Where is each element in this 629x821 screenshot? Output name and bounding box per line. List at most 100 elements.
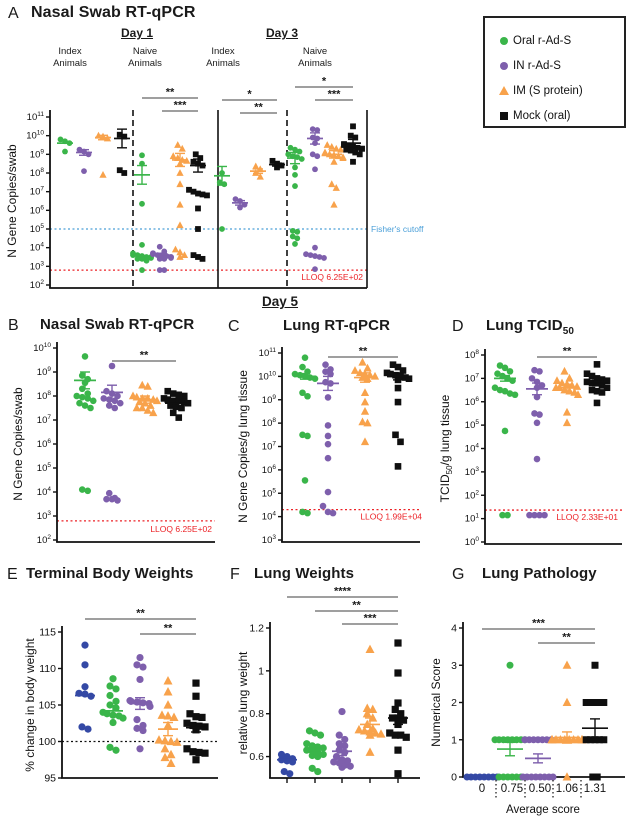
y-tick-label: 101 — [465, 513, 480, 525]
sig-stars: *** — [174, 100, 188, 112]
y-tick-label: 107 — [30, 186, 45, 198]
data-point — [78, 372, 86, 379]
data-point — [350, 158, 356, 165]
y-tick-label: 1010 — [33, 342, 51, 354]
data-point — [256, 172, 264, 180]
data-point — [139, 267, 145, 273]
data-point — [204, 192, 210, 199]
y-tick-label: 109 — [262, 394, 277, 406]
data-point — [106, 743, 114, 751]
data-point — [600, 699, 608, 706]
data-point — [292, 164, 298, 171]
data-point — [603, 377, 611, 385]
data-point — [360, 437, 370, 446]
data-point — [526, 511, 533, 519]
y-tick-label: 1 — [451, 734, 457, 746]
data-point — [186, 186, 192, 193]
data-point — [593, 375, 601, 382]
data-point — [499, 511, 506, 519]
data-point — [354, 724, 364, 734]
lloq-line-label: LLOQ 6.25E+02 — [150, 524, 212, 534]
y-tick-label: 100 — [465, 536, 480, 548]
data-point — [329, 509, 337, 517]
legend-item-oral: Oral r-Ad-S — [495, 28, 624, 53]
data-point — [491, 384, 499, 392]
data-point — [139, 726, 147, 735]
data-point — [341, 735, 349, 744]
data-point — [108, 362, 116, 370]
sig-stars: ** — [166, 87, 175, 99]
data-point — [305, 727, 314, 735]
data-point — [163, 711, 173, 720]
data-point — [589, 773, 597, 781]
legend-item-mock: Mock (oral) — [495, 103, 624, 128]
fishers-cutoff-line-label: Fisher's cutoff — [371, 224, 424, 234]
data-point — [176, 248, 184, 256]
data-point — [394, 699, 402, 707]
data-point — [501, 427, 509, 435]
data-point — [195, 722, 203, 730]
y-axis-label: relative lung weight — [236, 651, 250, 754]
data-point — [138, 380, 147, 389]
data-point — [106, 691, 114, 700]
data-point — [81, 402, 89, 409]
data-point — [321, 255, 327, 261]
data-point — [356, 151, 363, 158]
data-point — [176, 221, 184, 229]
y-tick-label: 4 — [451, 623, 457, 635]
data-point — [195, 226, 201, 232]
panel-B-plot: LLOQ 6.25E+02 102 103 104 105 106 107 108 109 101… — [11, 342, 215, 546]
y-tick-label: 1010 — [26, 130, 44, 142]
data-point — [600, 736, 608, 744]
data-point — [394, 363, 402, 371]
data-point — [178, 404, 185, 412]
data-point — [588, 372, 596, 380]
data-point — [114, 392, 121, 400]
data-point — [184, 399, 192, 407]
data-point — [252, 162, 260, 170]
green-circle-icon — [495, 36, 513, 45]
data-point — [111, 404, 119, 412]
data-point — [399, 716, 408, 724]
y-tick-label: 104 — [465, 443, 480, 455]
data-point — [138, 403, 147, 412]
data-point — [152, 396, 162, 405]
purple-circle-icon — [495, 61, 513, 70]
y-tick-label: 108 — [37, 390, 52, 402]
data-point — [169, 409, 177, 417]
data-point — [312, 266, 318, 273]
data-point — [157, 710, 167, 719]
data-point — [192, 151, 199, 158]
data-point — [183, 719, 191, 727]
data-point — [583, 370, 591, 377]
data-point — [299, 389, 306, 397]
data-point — [198, 713, 206, 722]
data-point — [171, 245, 180, 253]
data-point — [294, 235, 301, 242]
panel-E-plot: 95 100 105 110 115 ** ** % change in body weigh… — [23, 608, 218, 785]
data-point — [116, 131, 123, 138]
data-point — [531, 511, 538, 519]
data-point — [324, 394, 332, 401]
data-point — [180, 392, 188, 400]
data-point — [176, 200, 184, 208]
y-tick-label: 1011 — [259, 347, 277, 359]
data-point — [81, 641, 89, 649]
data-point — [323, 141, 331, 148]
data-point — [583, 378, 591, 386]
legend-item-im: IM (S protein) — [495, 78, 624, 103]
y-tick-label: 2 — [451, 697, 457, 709]
data-point — [143, 381, 152, 390]
y-axis-label: N Gene Copies/g lung tissue — [236, 370, 250, 523]
panel-F-plot: 0.60.811.2*********relative lung weight — [236, 586, 420, 783]
y-axis-label: N Gene Copies/swab — [5, 144, 19, 258]
data-point — [324, 454, 332, 462]
day1-header: Day 1 — [120, 26, 154, 40]
data-point — [78, 486, 86, 493]
data-point — [89, 397, 97, 405]
data-point — [593, 387, 601, 395]
data-point — [562, 418, 572, 427]
sig-stars: *** — [328, 89, 342, 101]
data-point — [121, 170, 128, 176]
data-point — [199, 255, 206, 262]
